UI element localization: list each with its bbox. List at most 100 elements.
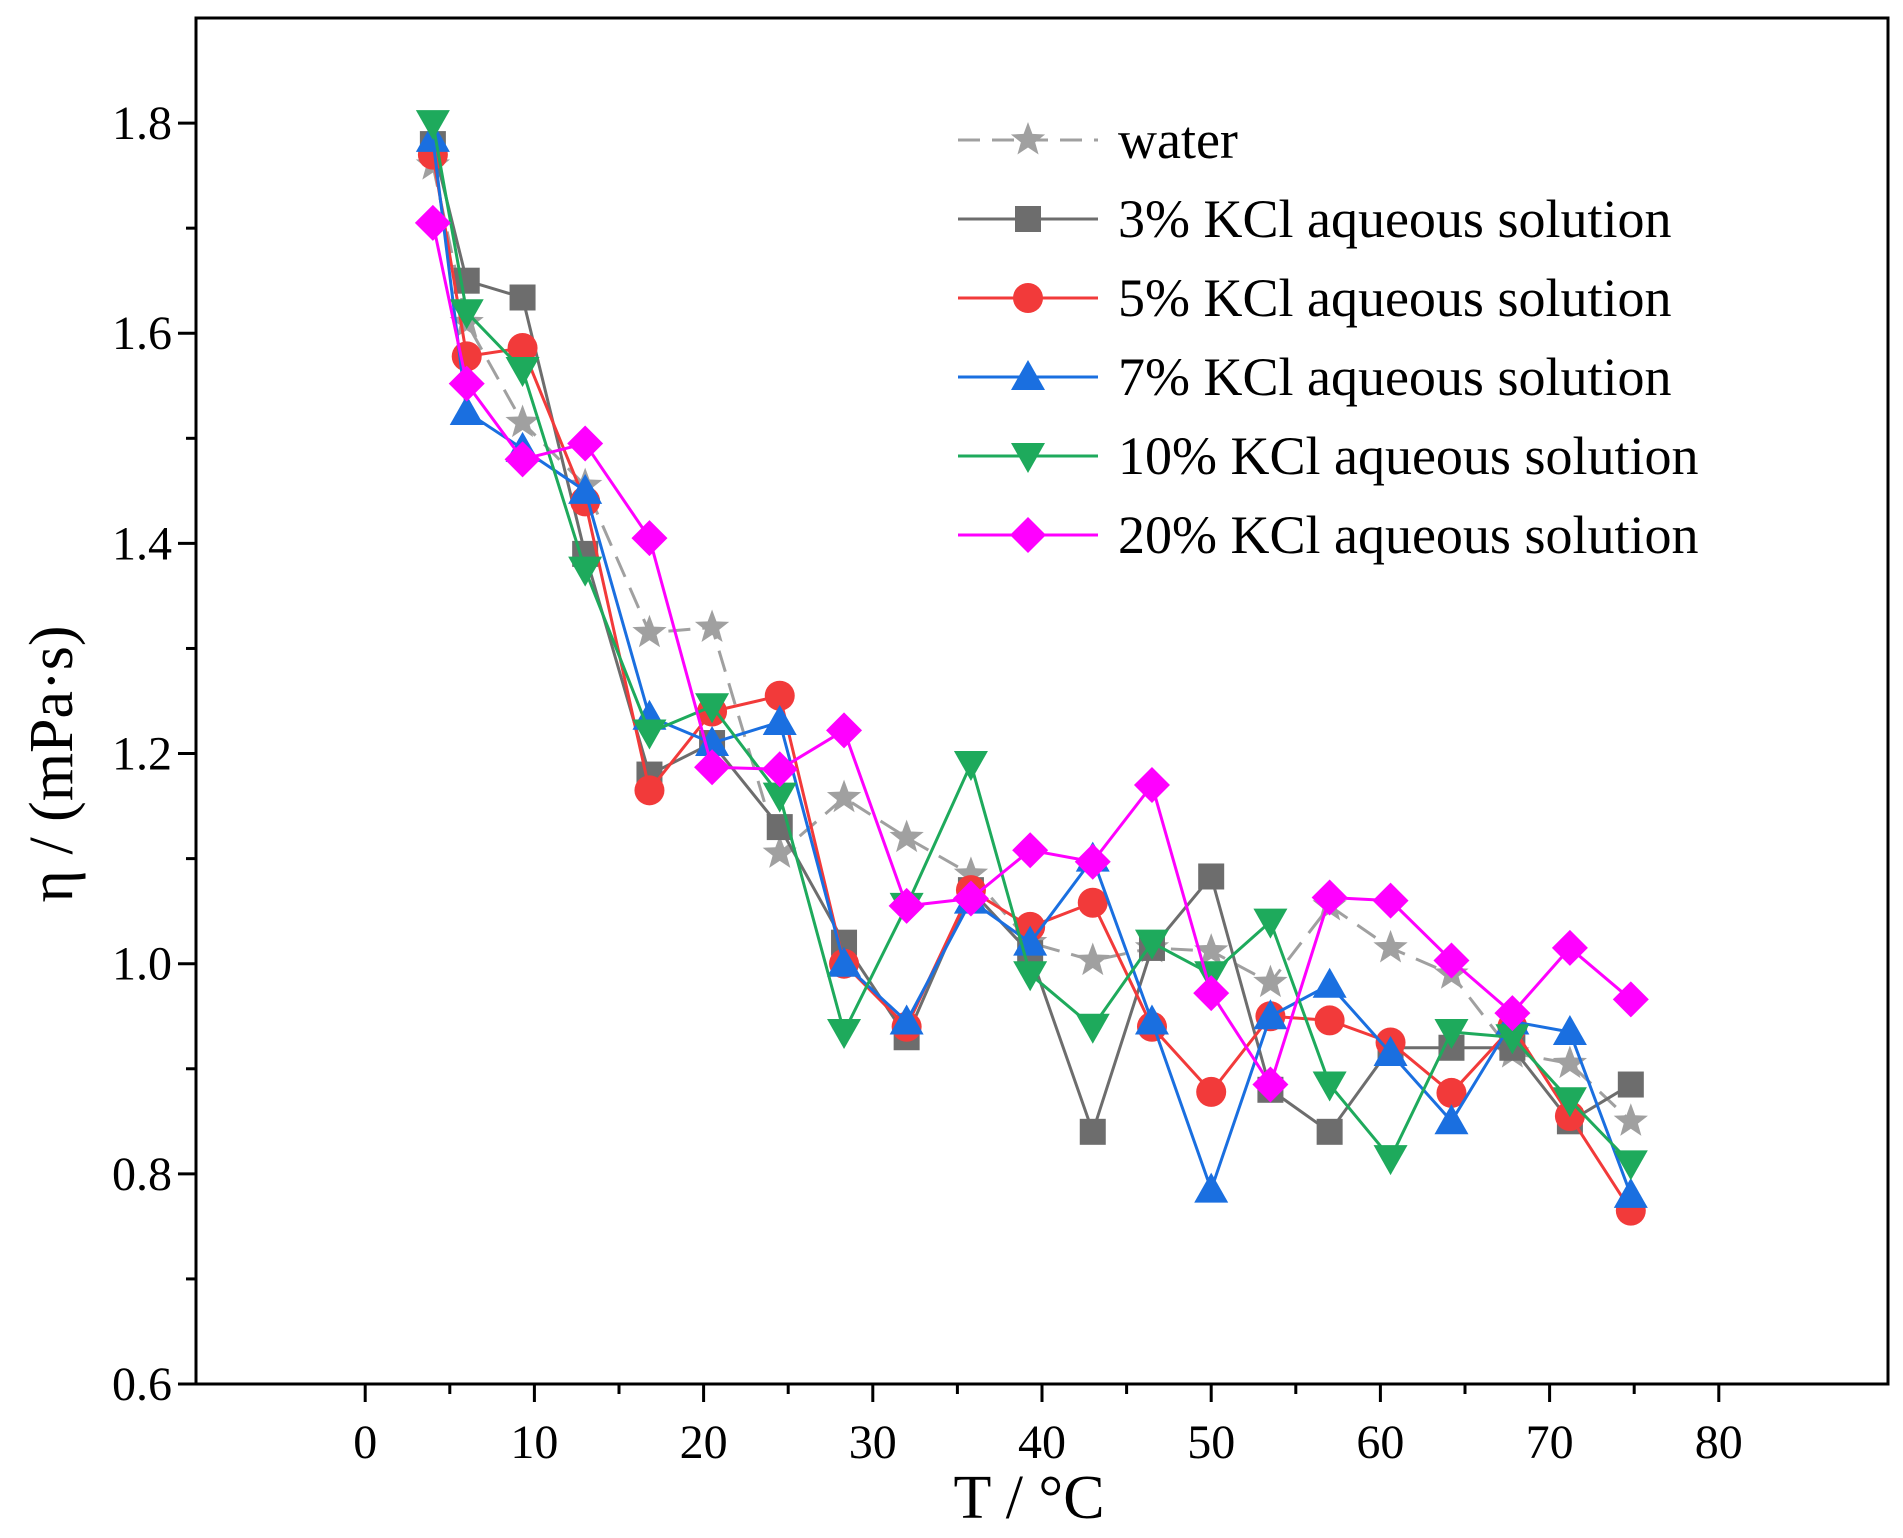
legend-entry-2: 3% KCl aqueous solution [958, 189, 1671, 249]
legend-entry-6: 20% KCl aqueous solution [958, 505, 1698, 565]
data-point [826, 712, 863, 749]
data-point [1079, 1118, 1106, 1145]
data-point [509, 284, 536, 311]
data-point [695, 726, 730, 757]
x-tick-label: 30 [849, 1416, 897, 1469]
data-point [504, 441, 541, 478]
x-tick-label: 60 [1356, 1416, 1404, 1469]
data-point [762, 782, 797, 813]
data-point [632, 719, 667, 750]
y-tick-label: 1.2 [112, 728, 172, 781]
series-5 [415, 110, 1648, 1181]
data-point [1312, 967, 1347, 998]
legend-entry-1: water [958, 110, 1238, 170]
data-point [1134, 929, 1169, 960]
y-tick-label: 1.4 [112, 517, 172, 570]
x-tick-label: 80 [1695, 1416, 1743, 1469]
data-point [952, 880, 989, 917]
data-point [1013, 961, 1048, 992]
data-point [505, 404, 540, 438]
data-point [1433, 942, 1470, 979]
data-point [1373, 1145, 1408, 1176]
data-point [1196, 1076, 1227, 1107]
x-tick-label: 0 [353, 1416, 377, 1469]
data-point [764, 680, 795, 711]
data-point [631, 520, 668, 557]
data-point [1133, 767, 1170, 804]
legend-marker [1015, 206, 1041, 232]
series-6 [414, 204, 1649, 1103]
data-point [1552, 1087, 1587, 1118]
data-point [827, 1018, 862, 1049]
data-point [1253, 999, 1288, 1030]
legend-label: 10% KCl aqueous solution [1118, 426, 1698, 486]
data-point [1134, 1004, 1169, 1035]
data-point [953, 751, 988, 782]
data-point [1612, 981, 1649, 1018]
data-point [1075, 1013, 1110, 1044]
data-point [694, 609, 730, 643]
data-point [567, 425, 604, 462]
y-axis-title: η / (mPa·s) [18, 626, 86, 903]
data-point [1494, 995, 1531, 1032]
legend-label: water [1118, 110, 1238, 170]
axes: 0 10 20 30 40 50 60 70 80 0.6 0.8 1.0 1.2 1.4 1.6 1.8 [112, 16, 1890, 1469]
data-point [889, 819, 924, 853]
series-line [431, 164, 1632, 1123]
legend-marker [1011, 360, 1045, 390]
legend-entry-5: 10% KCl aqueous solution [958, 426, 1698, 486]
data-point [634, 775, 665, 806]
data-point [1074, 843, 1111, 880]
legend-label: 7% KCl aqueous solution [1118, 347, 1671, 407]
y-tick-label: 0.8 [112, 1148, 172, 1201]
data-point [1436, 1077, 1467, 1108]
legend: water 3% KCl aqueous solution 5% KCl aqueo… [958, 110, 1698, 565]
legend-marker [1011, 443, 1045, 473]
y-tick-label: 1.0 [112, 938, 172, 991]
data-point [415, 110, 450, 141]
y-tick-label: 0.6 [112, 1358, 172, 1411]
data-point [568, 473, 603, 504]
data-point [953, 856, 989, 889]
data-point [1617, 1071, 1644, 1098]
data-point [1373, 929, 1408, 963]
data-point [1613, 1150, 1648, 1181]
y-tick-label: 1.6 [112, 307, 172, 360]
data-point [632, 614, 667, 648]
data-point [888, 887, 925, 924]
x-tick-label: 40 [1018, 1416, 1066, 1469]
data-point [1194, 933, 1229, 966]
plot-area [414, 110, 1649, 1226]
data-point [568, 556, 603, 587]
data-point [1077, 887, 1108, 918]
x-tick-label: 10 [510, 1416, 558, 1469]
data-point [1253, 908, 1288, 939]
data-point [762, 835, 797, 868]
legend-entry-3: 5% KCl aqueous solution [958, 268, 1671, 328]
y-tick-label: 1.8 [112, 97, 172, 150]
data-point [1194, 1172, 1229, 1203]
legend-label: 3% KCl aqueous solution [1118, 189, 1671, 249]
data-point [453, 267, 480, 294]
data-point [1252, 1066, 1289, 1103]
data-point [695, 693, 730, 724]
data-point [449, 395, 484, 426]
data-point [1551, 929, 1588, 966]
data-point [1312, 1071, 1347, 1102]
data-point [694, 749, 731, 786]
data-point [1316, 1118, 1343, 1145]
data-point [1495, 1024, 1530, 1055]
legend-entry-4: 7% KCl aqueous solution [958, 347, 1671, 407]
data-point [1434, 1018, 1469, 1049]
data-point [1012, 832, 1049, 869]
data-point [1613, 1177, 1648, 1208]
data-point [1314, 1005, 1345, 1036]
data-point [507, 332, 538, 363]
data-point [1613, 1103, 1648, 1136]
data-point [889, 1004, 924, 1035]
data-point [1198, 863, 1225, 890]
data-point [1311, 879, 1348, 916]
data-point [505, 357, 540, 388]
data-point [1373, 1036, 1408, 1067]
